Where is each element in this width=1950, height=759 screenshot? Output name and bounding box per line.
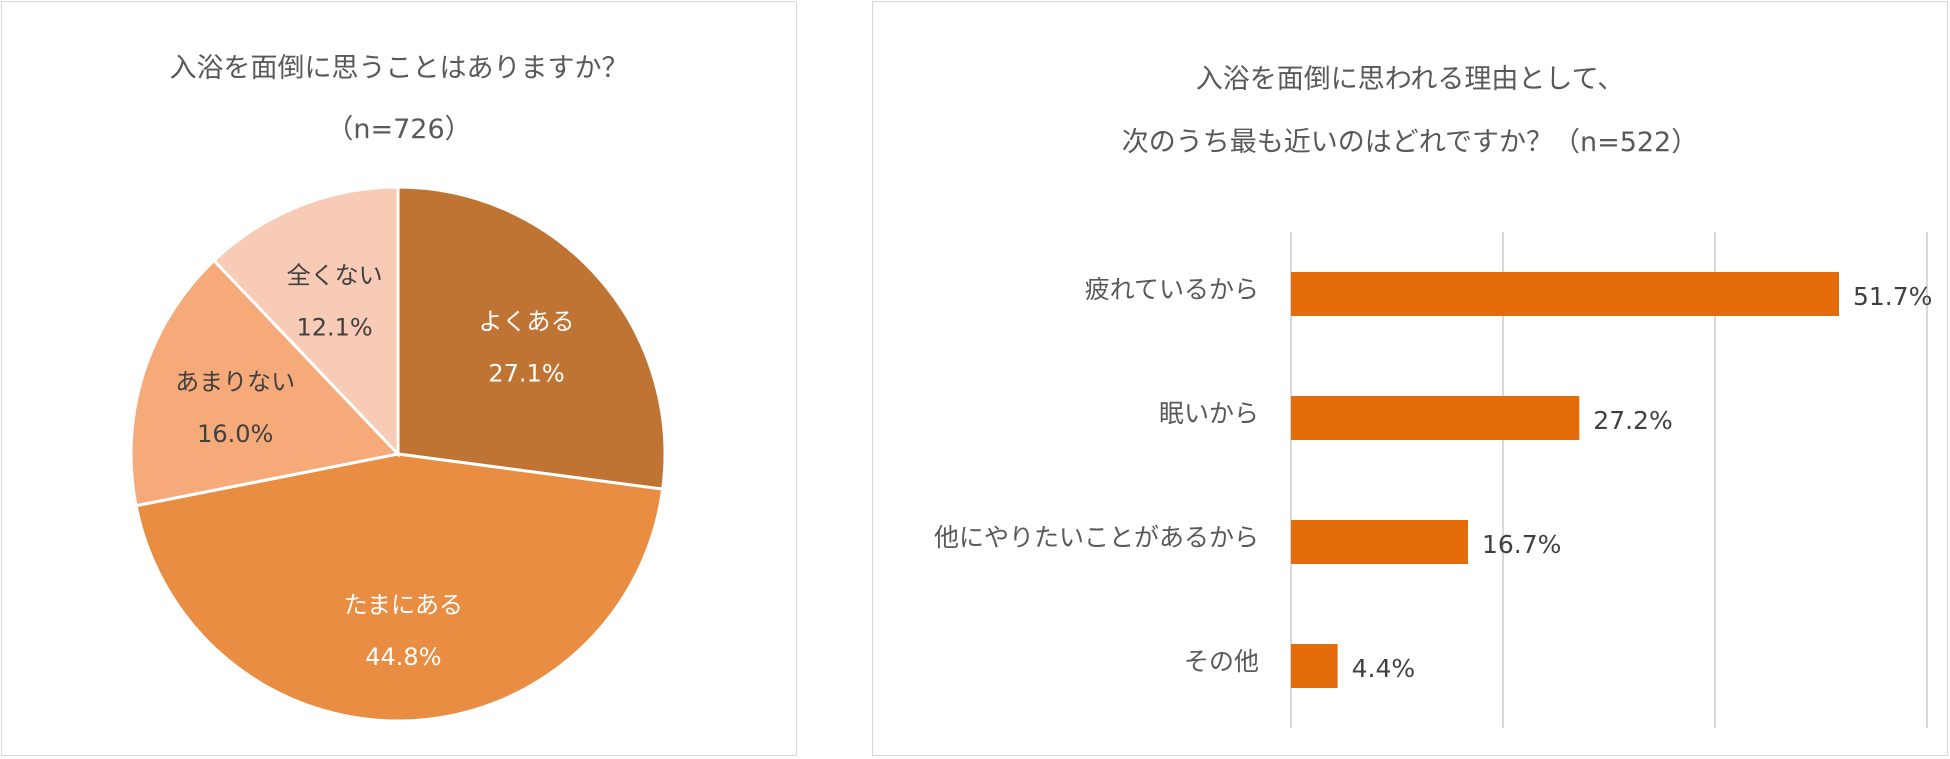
bar: [1291, 396, 1580, 440]
bar: [1291, 272, 1839, 316]
bar-value-label: 16.7%: [1482, 530, 1561, 559]
bar: [1291, 644, 1338, 688]
bar-chart: 疲れているから 51.7% 眠いから 27.2% 他にやりたいことがあるから 16.7% そ…: [934, 232, 1932, 728]
bar-chart-title: 入浴を面倒に思われる理由として、: [1195, 64, 1625, 95]
pie-slice-value-label: 44.8%: [365, 643, 441, 671]
pie-slice-value-label: 12.1%: [296, 313, 372, 341]
pie-chart-title: 入浴を面倒に思うことはありますか？: [169, 53, 629, 84]
pie-slice: [134, 452, 665, 723]
pie-slice-label: あまりない: [175, 368, 295, 396]
pie-chart: よくある 27.1% たまにある 44.8% あまりない 16.0% 全くない 12.1%: [129, 185, 667, 723]
category-label: その他: [1184, 647, 1259, 676]
bar: [1291, 520, 1468, 564]
bar-value-label: 4.4%: [1352, 654, 1416, 683]
category-label: 眠いから: [1159, 399, 1259, 428]
pie-slice: [211, 185, 400, 458]
bar-chart-subtitle: 次のうち最も近いのはどれですか？（n=522）: [1121, 127, 1699, 158]
pie-slice-label: たまにある: [344, 591, 463, 619]
pie-slice-label: 全くない: [287, 261, 383, 289]
bar-value-label: 51.7%: [1853, 282, 1932, 311]
pie-slice-value-label: 27.1%: [488, 359, 564, 387]
category-label: 他にやりたいことがあるから: [934, 523, 1259, 552]
pie-slice-label: よくある: [479, 307, 575, 335]
pie-slice-value-label: 16.0%: [197, 420, 273, 448]
category-label: 疲れているから: [1085, 275, 1259, 304]
pie-slice: [396, 185, 667, 491]
bar-chart-panel: 入浴を面倒に思われる理由として、 次のうち最も近いのはどれですか？（n=522）…: [872, 1, 1948, 756]
pie-slice: [129, 258, 401, 508]
pie-chart-subtitle: （n=726）: [326, 114, 472, 145]
bar-value-label: 27.2%: [1593, 406, 1672, 435]
pie-chart-panel: 入浴を面倒に思うことはありますか？ （n=726） よくある 27.1% たまにある…: [1, 1, 797, 756]
